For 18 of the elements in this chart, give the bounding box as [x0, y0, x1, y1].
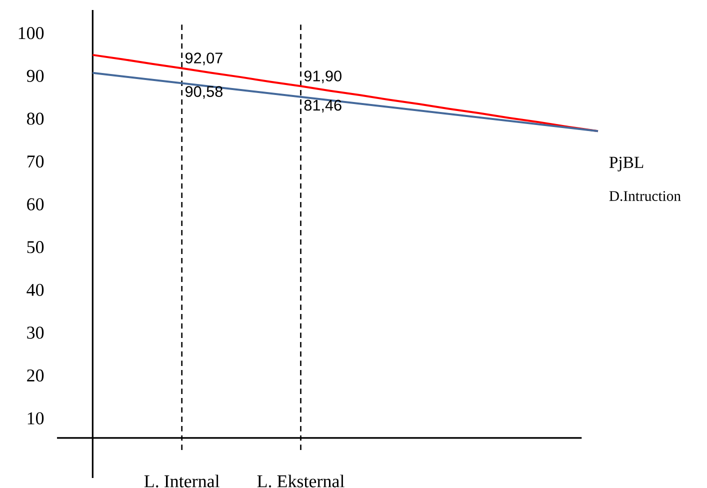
x-tick-label: L. Internal: [144, 474, 220, 488]
y-tick-label: 10: [28, 412, 44, 424]
series-label: PjBL: [609, 156, 644, 172]
x-tick-label: L. Eksternal: [257, 474, 344, 488]
y-tick-label: 20: [27, 369, 44, 382]
annotation: 81,46: [304, 100, 342, 112]
y-tick-label: 90: [26, 70, 44, 82]
y-tick-label: 70: [27, 155, 44, 168]
text: D.Intruction: [609, 191, 681, 202]
y-tick-label: 50: [27, 241, 44, 254]
annotation: 90,58: [185, 86, 222, 99]
y-tick-label: 80: [26, 112, 44, 125]
annotation: 91,90: [304, 70, 342, 84]
y-tick-label: 30: [27, 326, 44, 339]
y-tick-label: 60: [27, 198, 44, 210]
y-tick-label: 100: [18, 27, 44, 40]
annotation: 92,07: [185, 52, 222, 66]
y-tick-label: 40: [26, 284, 44, 296]
